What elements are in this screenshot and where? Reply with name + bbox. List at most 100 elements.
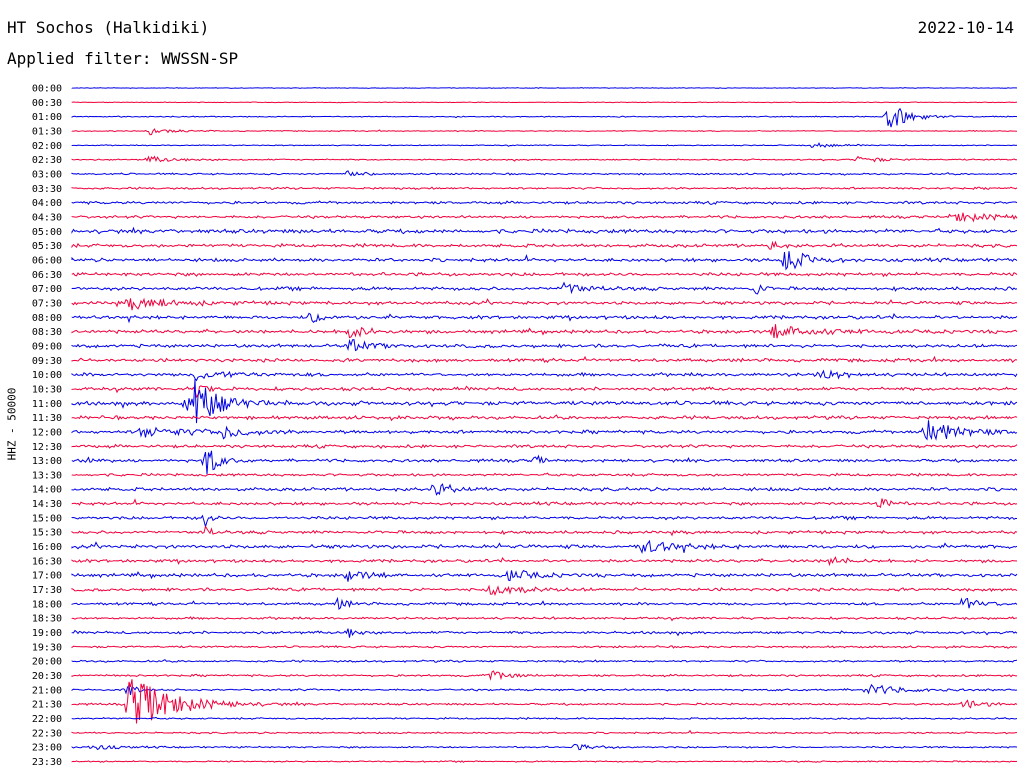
- time-tick-label: 00:30: [32, 98, 62, 109]
- time-tick-label: 20:00: [32, 657, 62, 668]
- seismic-trace: [71, 569, 1018, 582]
- seismic-trace: [71, 87, 1018, 89]
- seismic-trace: [71, 628, 1018, 638]
- seismic-trace: [71, 170, 1018, 177]
- record-date: 2022-10-14: [917, 18, 1014, 37]
- seismic-trace: [71, 312, 1018, 324]
- time-tick-label: 11:00: [32, 399, 62, 410]
- time-tick-label: 12:30: [32, 442, 62, 453]
- seismic-trace: [71, 379, 1018, 424]
- time-tick-label: 08:30: [32, 327, 62, 338]
- time-tick-label: 16:00: [32, 542, 62, 553]
- time-tick-label: 10:00: [32, 370, 62, 381]
- seismic-trace: [71, 729, 1018, 735]
- trace-rows: 00:00 00:30 01:00 01:30 02:00 02:30 03:00 03:30…: [32, 84, 1018, 768]
- seismic-trace: [71, 645, 1018, 650]
- seismic-trace: [71, 716, 1018, 721]
- seismic-trace: [71, 596, 1018, 611]
- time-tick-label: 21:30: [32, 700, 62, 711]
- seismic-trace: [71, 107, 1018, 128]
- seismic-trace: [71, 251, 1018, 271]
- seismic-trace: [71, 385, 1018, 399]
- time-tick-label: 13:00: [32, 456, 62, 467]
- time-tick-label: 07:30: [32, 298, 62, 309]
- seismic-trace: [71, 155, 1017, 163]
- seismic-trace: [71, 369, 1018, 382]
- seismic-trace: [71, 760, 1018, 763]
- time-tick-label: 09:30: [32, 356, 62, 367]
- time-tick-label: 14:00: [32, 485, 62, 496]
- time-tick-label: 09:00: [32, 341, 62, 352]
- seismic-trace: [71, 483, 1018, 496]
- seismic-trace: [71, 338, 1018, 352]
- seismic-trace: [71, 226, 1018, 235]
- seismic-trace: [71, 212, 1018, 223]
- time-tick-label: 15:00: [32, 513, 62, 524]
- time-tick-label: 02:30: [32, 155, 62, 166]
- seismic-trace: [71, 498, 1018, 509]
- time-tick-label: 21:00: [32, 685, 62, 696]
- seismic-trace: [71, 271, 1018, 278]
- time-tick-label: 17:30: [32, 585, 62, 596]
- seismic-trace: [71, 186, 1018, 191]
- time-tick-label: 19:00: [32, 628, 62, 639]
- seismic-trace: [71, 420, 1018, 441]
- time-tick-label: 23:30: [32, 757, 62, 768]
- time-tick-label: 01:30: [32, 126, 62, 137]
- time-tick-label: 18:30: [32, 614, 62, 625]
- time-tick-label: 10:30: [32, 384, 62, 395]
- seismic-trace: [71, 450, 1018, 475]
- time-tick-label: 02:00: [32, 141, 62, 152]
- filter-label: Applied filter: WWSSN-SP: [7, 49, 239, 68]
- time-tick-label: 12:00: [32, 427, 62, 438]
- time-tick-label: 04:00: [32, 198, 62, 209]
- time-tick-label: 22:00: [32, 714, 62, 725]
- seismic-trace: [71, 297, 1018, 311]
- time-tick-label: 11:30: [32, 413, 62, 424]
- seismic-trace: [71, 556, 1018, 567]
- time-tick-label: 06:00: [32, 255, 62, 266]
- time-tick-label: 15:30: [32, 528, 62, 539]
- station-title: HT Sochos (Halkidiki): [7, 18, 210, 37]
- seismic-trace: [71, 472, 1018, 477]
- time-tick-label: 03:00: [32, 169, 62, 180]
- time-tick-label: 20:30: [32, 671, 62, 682]
- seismic-trace: [71, 670, 1018, 681]
- seismic-trace: [71, 324, 1018, 339]
- seismic-trace: [71, 355, 1018, 363]
- time-tick-label: 04:30: [32, 212, 62, 223]
- time-tick-label: 19:30: [32, 642, 62, 653]
- seismic-trace: [71, 743, 1018, 751]
- seismic-trace: [71, 414, 1018, 422]
- seismic-trace: [71, 200, 1018, 206]
- time-tick-label: 03:30: [32, 184, 62, 195]
- seismic-trace: [71, 679, 1018, 724]
- seismic-trace: [71, 683, 1018, 696]
- seismic-trace: [71, 128, 1018, 136]
- time-tick-label: 13:30: [32, 470, 62, 481]
- seismic-trace: [71, 514, 1018, 529]
- time-tick-label: 18:00: [32, 599, 62, 610]
- time-tick-label: 22:30: [32, 728, 62, 739]
- seismic-trace: [71, 616, 1018, 622]
- seismic-trace: [71, 584, 1018, 596]
- time-tick-label: 00:00: [32, 84, 62, 95]
- seismic-trace: [71, 443, 1018, 449]
- time-tick-label: 01:00: [32, 112, 62, 123]
- time-tick-label: 05:30: [32, 241, 62, 252]
- time-tick-label: 07:00: [32, 284, 62, 295]
- time-tick-label: 05:00: [32, 227, 62, 238]
- time-tick-label: 08:00: [32, 313, 62, 324]
- seismic-trace: [71, 281, 1018, 295]
- seismic-trace: [71, 659, 1018, 663]
- time-tick-label: 17:00: [32, 571, 62, 582]
- time-tick-label: 14:30: [32, 499, 62, 510]
- seismic-trace: [71, 142, 1018, 148]
- time-tick-label: 06:30: [32, 270, 62, 281]
- seismic-trace: [71, 539, 1018, 554]
- seismic-trace: [71, 240, 1018, 250]
- seismic-trace: [71, 525, 1018, 537]
- time-tick-label: 23:00: [32, 743, 62, 754]
- seismic-trace: [71, 101, 1018, 104]
